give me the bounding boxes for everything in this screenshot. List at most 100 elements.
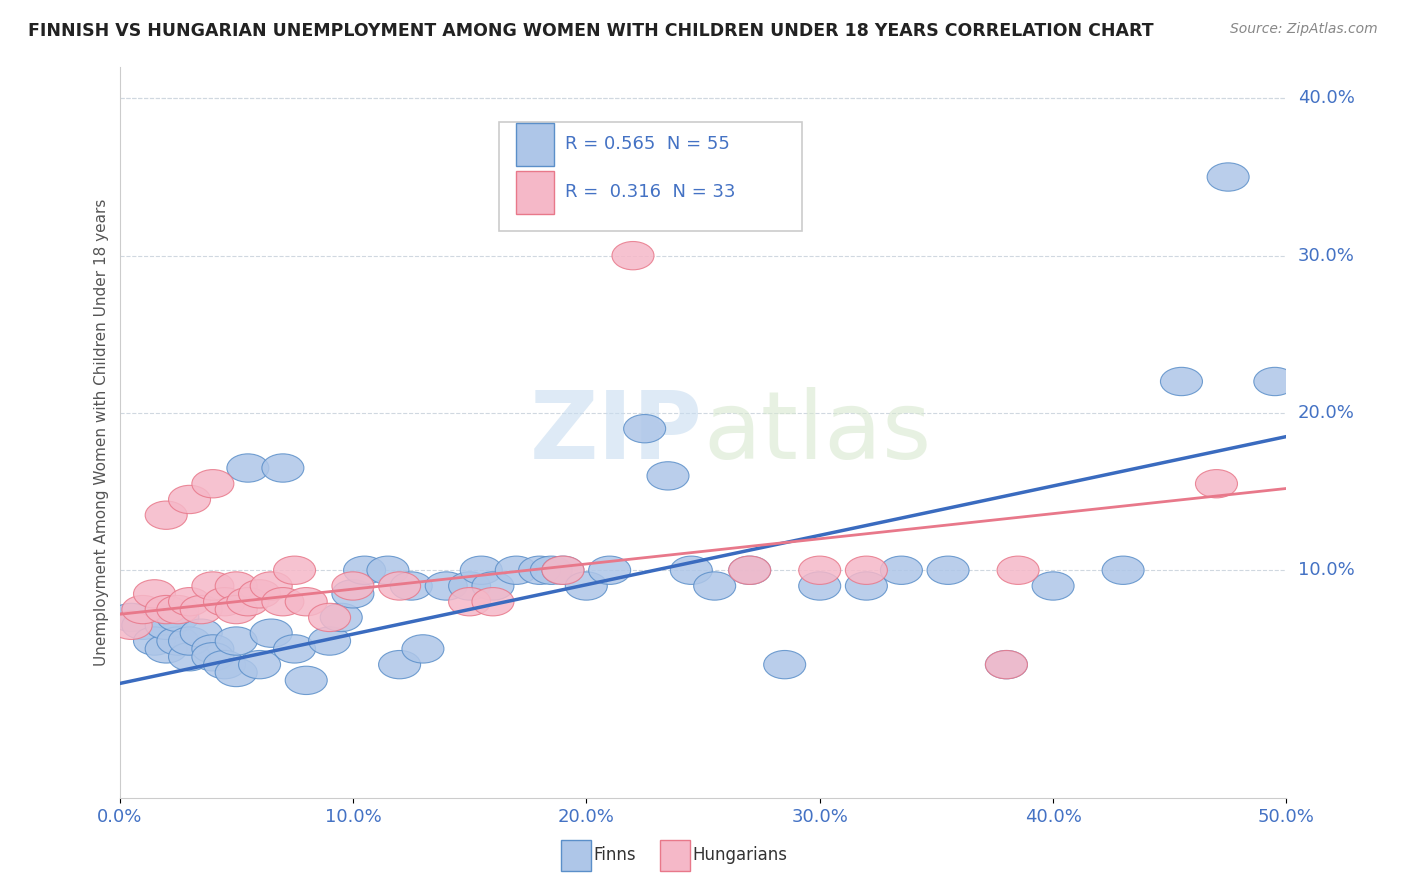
Ellipse shape — [204, 650, 246, 679]
Ellipse shape — [530, 556, 572, 584]
Text: R =  0.316  N = 33: R = 0.316 N = 33 — [565, 184, 735, 202]
Ellipse shape — [308, 603, 350, 632]
Ellipse shape — [728, 556, 770, 584]
Ellipse shape — [367, 556, 409, 584]
Ellipse shape — [693, 572, 735, 600]
Ellipse shape — [728, 556, 770, 584]
Ellipse shape — [145, 501, 187, 529]
Ellipse shape — [321, 603, 363, 632]
Ellipse shape — [1195, 469, 1237, 498]
Ellipse shape — [391, 572, 432, 600]
Ellipse shape — [460, 556, 502, 584]
Ellipse shape — [169, 627, 211, 656]
Ellipse shape — [262, 454, 304, 483]
Text: ZIP: ZIP — [530, 386, 703, 479]
Ellipse shape — [110, 603, 152, 632]
Ellipse shape — [997, 556, 1039, 584]
Ellipse shape — [191, 642, 233, 671]
Ellipse shape — [145, 596, 187, 624]
Ellipse shape — [274, 635, 315, 663]
Ellipse shape — [262, 588, 304, 615]
Ellipse shape — [157, 627, 198, 656]
Ellipse shape — [285, 588, 328, 615]
FancyBboxPatch shape — [499, 121, 803, 231]
Ellipse shape — [134, 627, 176, 656]
Ellipse shape — [1032, 572, 1074, 600]
Ellipse shape — [215, 572, 257, 600]
Ellipse shape — [274, 556, 315, 584]
Ellipse shape — [204, 588, 246, 615]
Text: Finns: Finns — [593, 847, 636, 864]
Ellipse shape — [647, 462, 689, 490]
Ellipse shape — [495, 556, 537, 584]
Ellipse shape — [145, 635, 187, 663]
FancyBboxPatch shape — [659, 840, 690, 871]
Ellipse shape — [145, 611, 187, 640]
Ellipse shape — [986, 650, 1028, 679]
Ellipse shape — [425, 572, 467, 600]
Ellipse shape — [1208, 163, 1249, 191]
Text: Hungarians: Hungarians — [693, 847, 787, 864]
Ellipse shape — [1102, 556, 1144, 584]
Ellipse shape — [845, 556, 887, 584]
Ellipse shape — [122, 596, 165, 624]
FancyBboxPatch shape — [561, 840, 591, 871]
Ellipse shape — [519, 556, 561, 584]
Text: Source: ZipAtlas.com: Source: ZipAtlas.com — [1230, 22, 1378, 37]
Ellipse shape — [308, 627, 350, 656]
Ellipse shape — [250, 572, 292, 600]
Ellipse shape — [180, 619, 222, 648]
Text: 10.0%: 10.0% — [1298, 561, 1354, 579]
Ellipse shape — [986, 650, 1028, 679]
Ellipse shape — [215, 658, 257, 687]
Ellipse shape — [157, 596, 198, 624]
Ellipse shape — [612, 242, 654, 269]
Ellipse shape — [845, 572, 887, 600]
Ellipse shape — [226, 588, 269, 615]
Ellipse shape — [799, 572, 841, 600]
Ellipse shape — [191, 635, 233, 663]
Ellipse shape — [402, 635, 444, 663]
Ellipse shape — [332, 580, 374, 608]
Ellipse shape — [110, 611, 152, 640]
Ellipse shape — [215, 627, 257, 656]
Ellipse shape — [122, 611, 165, 640]
Ellipse shape — [169, 588, 211, 615]
Text: R = 0.565  N = 55: R = 0.565 N = 55 — [565, 136, 730, 153]
Ellipse shape — [343, 556, 385, 584]
Ellipse shape — [880, 556, 922, 584]
Ellipse shape — [157, 603, 198, 632]
Ellipse shape — [378, 572, 420, 600]
Ellipse shape — [134, 580, 176, 608]
Text: 30.0%: 30.0% — [1298, 247, 1354, 265]
Ellipse shape — [239, 650, 281, 679]
Ellipse shape — [169, 642, 211, 671]
Ellipse shape — [927, 556, 969, 584]
Ellipse shape — [624, 415, 665, 442]
Ellipse shape — [449, 588, 491, 615]
Ellipse shape — [763, 650, 806, 679]
Text: atlas: atlas — [703, 386, 931, 479]
Ellipse shape — [541, 556, 583, 584]
FancyBboxPatch shape — [516, 122, 554, 166]
Ellipse shape — [239, 580, 281, 608]
Ellipse shape — [589, 556, 631, 584]
Ellipse shape — [285, 666, 328, 695]
Ellipse shape — [799, 556, 841, 584]
FancyBboxPatch shape — [516, 170, 554, 214]
Ellipse shape — [565, 572, 607, 600]
Ellipse shape — [250, 619, 292, 648]
Ellipse shape — [1160, 368, 1202, 396]
Text: FINNISH VS HUNGARIAN UNEMPLOYMENT AMONG WOMEN WITH CHILDREN UNDER 18 YEARS CORRE: FINNISH VS HUNGARIAN UNEMPLOYMENT AMONG … — [28, 22, 1154, 40]
Ellipse shape — [215, 596, 257, 624]
Ellipse shape — [541, 556, 583, 584]
Ellipse shape — [191, 572, 233, 600]
Ellipse shape — [671, 556, 713, 584]
Ellipse shape — [169, 485, 211, 514]
Ellipse shape — [449, 572, 491, 600]
Ellipse shape — [180, 596, 222, 624]
Y-axis label: Unemployment Among Women with Children Under 18 years: Unemployment Among Women with Children U… — [94, 199, 108, 666]
Ellipse shape — [472, 572, 515, 600]
Text: 40.0%: 40.0% — [1298, 89, 1354, 107]
Ellipse shape — [226, 454, 269, 483]
